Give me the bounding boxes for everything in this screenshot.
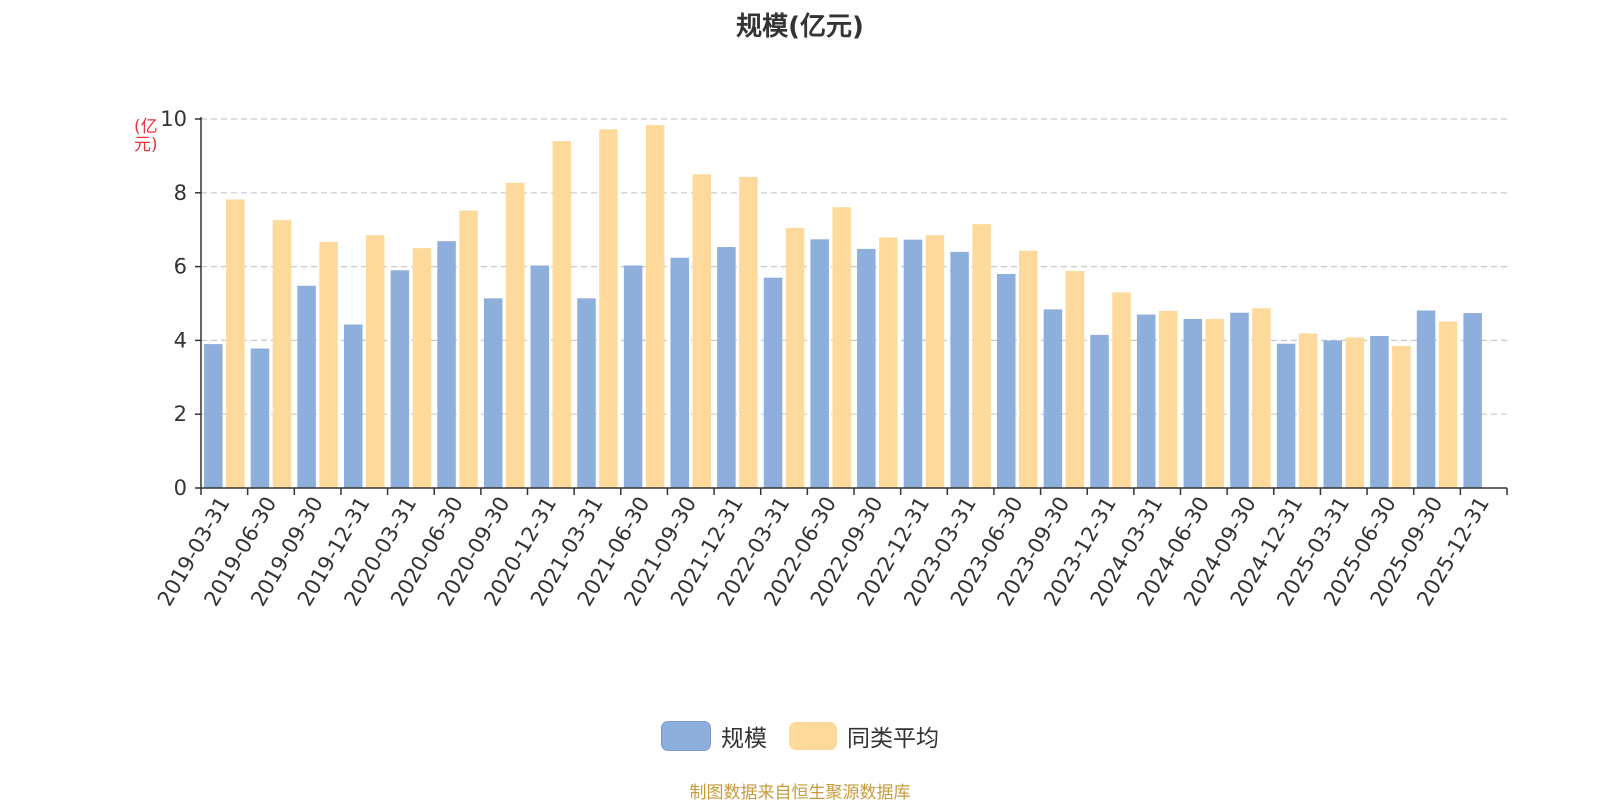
y-tick-label: 2 <box>174 402 187 426</box>
bar-scale: 2019-03-31 规模: 3.9 <box>204 344 223 488</box>
legend-label-peer-average: 同类平均 <box>847 726 939 752</box>
bar-peer-average: 2021-12-31 同类平均: 8.43 <box>739 176 758 489</box>
bar-peer-average: 2025-06-30 同类平均: 3.85 <box>1392 345 1411 488</box>
bar-peer-average: 2024-12-31 同类平均: 4.19 <box>1298 333 1318 488</box>
bar-peer-average: 2023-06-30 同类平均: 6.43 <box>1019 250 1038 488</box>
bar-chart: 0 2 4 6 8 10 2019-03-31 规模: 3.9 2019-06-30 规模: … <box>153 107 1508 610</box>
bar-peer-average: 2024-06-30 同类平均: 4.58 <box>1205 318 1225 488</box>
bar-scale: 2023-06-30 规模: 5.8 <box>997 273 1016 488</box>
bar-scale: 2024-09-30 规模: 4.75 <box>1230 312 1249 488</box>
bar-scale: 2025-09-30 规模: 4.81 <box>1416 310 1436 488</box>
y-tick-label: 6 <box>174 255 187 279</box>
legend-label-scale: 规模 <box>721 726 767 752</box>
bar-peer-average: 2021-06-30 同类平均: 9.84 <box>645 124 665 489</box>
bar-peer-average: 2020-03-31 同类平均: 6.5 <box>412 248 432 488</box>
bar-peer-average: 2022-12-31 同类平均: 6.85 <box>925 235 945 488</box>
bar-scale: 2023-03-31 规模: 6.4 <box>950 251 969 488</box>
bar-peer-average: 2020-09-30 同类平均: 8.27 <box>505 182 525 488</box>
bar-scale: 2020-06-30 规模: 6.69 <box>437 241 456 488</box>
legend-item-scale[interactable]: 规模 <box>661 719 767 753</box>
bar-peer-average: 2021-09-30 同类平均: 8.5 <box>692 174 711 488</box>
bar-scale: 2024-06-30 规模: 4.58 <box>1183 318 1203 488</box>
bar-scale: 2020-03-31 规模: 5.9 <box>390 270 410 488</box>
y-tick-label: 8 <box>174 181 187 205</box>
legend-swatch-scale <box>661 721 711 751</box>
bar-scale: 2022-12-31 规模: 6.73 <box>903 239 923 488</box>
bar-scale: 2019-06-30 规模: 3.78 <box>250 348 270 488</box>
bar-scale: 2020-12-31 规模: 6.03 <box>530 265 550 488</box>
bar-scale: 2022-09-30 规模: 6.48 <box>857 248 876 488</box>
bar-peer-average: 2020-06-30 同类平均: 7.52 <box>459 210 478 488</box>
bar-peer-average: 2024-09-30 同类平均: 4.87 <box>1252 308 1271 488</box>
y-axis-label: (亿元) <box>134 117 158 155</box>
bar-scale: 2021-09-30 规模: 6.24 <box>670 257 689 488</box>
bar-peer-average: 2019-12-31 同类平均: 6.85 <box>366 235 385 488</box>
bar-scale: 2025-06-30 规模: 4.12 <box>1370 335 1389 488</box>
legend: 规模 同类平均 <box>0 719 1600 753</box>
bar-peer-average: 2022-06-30 同类平均: 7.61 <box>832 207 851 489</box>
bar-peer-average: 2019-03-31 同类平均: 7.82 <box>226 199 245 488</box>
bar-scale: 2021-06-30 规模: 6.03 <box>623 265 643 488</box>
chart-title: 规模(亿元) <box>736 12 864 42</box>
bar-peer-average: 2023-09-30 同类平均: 5.88 <box>1065 271 1085 488</box>
bar-scale: 2019-12-31 规模: 4.43 <box>344 324 363 488</box>
bar-scale: 2019-09-30 规模: 5.48 <box>297 285 316 488</box>
bar-scale: 2020-09-30 规模: 5.14 <box>483 298 503 488</box>
data-source-note: 制图数据来自恒生聚源数据库 <box>689 783 911 803</box>
bar-peer-average: 2019-09-30 同类平均: 6.67 <box>319 241 338 488</box>
bar-peer-average: 2024-03-31 同类平均: 4.8 <box>1158 310 1178 488</box>
bar-scale: 2024-12-31 规模: 3.91 <box>1276 343 1296 488</box>
legend-item-peer-average[interactable]: 同类平均 <box>789 719 939 753</box>
bar-scale: 2025-12-31 规模: 4.74 <box>1463 313 1482 488</box>
bar-peer-average: 2023-03-31 同类平均: 7.15 <box>972 224 991 489</box>
bar-peer-average: 2021-03-31 同类平均: 9.72 <box>599 129 618 488</box>
bar-scale: 2022-06-30 规模: 6.74 <box>810 239 829 488</box>
bar-scale: 2021-03-31 规模: 5.14 <box>577 298 596 488</box>
bar-peer-average: 2022-09-30 同类平均: 6.79 <box>879 237 898 488</box>
bar-peer-average: 2023-12-31 同类平均: 5.3 <box>1112 292 1131 488</box>
bar-scale: 2024-03-31 规模: 4.7 <box>1136 314 1156 488</box>
bar-scale: 2025-03-31 规模: 4 <box>1323 340 1342 488</box>
bar-scale: 2022-03-31 规模: 5.7 <box>763 277 783 488</box>
bar-scale: 2023-12-31 规模: 4.15 <box>1090 334 1109 488</box>
y-tick-label: 0 <box>174 476 187 500</box>
bar-scale: 2023-09-30 规模: 4.84 <box>1043 309 1063 488</box>
bar-peer-average: 2019-06-30 同类平均: 7.26 <box>272 220 292 488</box>
bar-peer-average: 2020-12-31 同类平均: 9.4 <box>552 141 572 488</box>
bar-peer-average: 2025-03-31 同类平均: 4.08 <box>1345 337 1364 488</box>
bar-peer-average: 2025-09-30 同类平均: 4.51 <box>1438 321 1458 488</box>
bar-peer-average: 2022-03-31 同类平均: 7.05 <box>785 227 805 489</box>
y-tick-label: 10 <box>160 107 187 131</box>
bar-scale: 2021-12-31 规模: 6.53 <box>717 247 736 488</box>
legend-swatch-peer-average <box>789 722 837 750</box>
y-tick-label: 4 <box>174 328 187 352</box>
